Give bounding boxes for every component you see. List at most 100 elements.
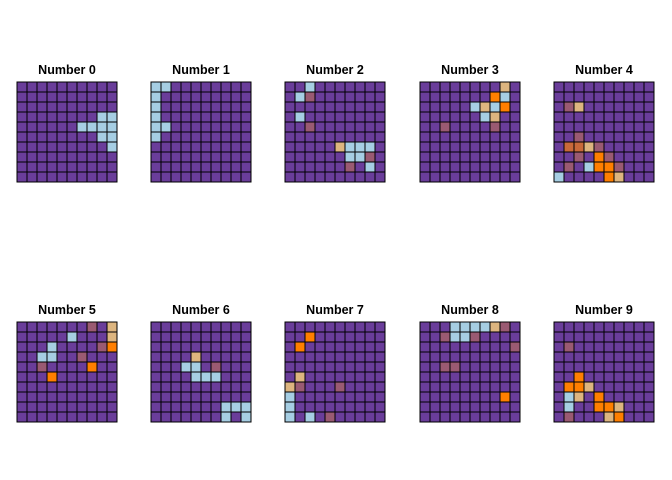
heatmap-cell [304, 411, 316, 423]
heatmap-cell [66, 81, 78, 93]
heatmap-cell [593, 111, 605, 123]
heatmap-cell [583, 371, 595, 383]
heatmap-cell [106, 171, 118, 183]
heatmap-cell [583, 91, 595, 103]
heatmap-cell [36, 351, 48, 363]
heatmap-cell [553, 411, 565, 423]
heatmap-cell [16, 351, 28, 363]
heatmap-cell [230, 371, 242, 383]
heatmap-cell [633, 371, 645, 383]
heatmap-cell [499, 411, 511, 423]
heatmap-cell [489, 321, 501, 333]
heatmap-cell [593, 381, 605, 393]
heatmap-cell [56, 101, 68, 113]
heatmap-cell [96, 371, 108, 383]
heatmap-cell [294, 91, 306, 103]
heatmap-cell [344, 361, 356, 373]
heatmap-cell [26, 81, 38, 93]
heatmap-cell [170, 121, 182, 133]
heatmap-cell [200, 411, 212, 423]
heatmap-cell [324, 401, 336, 413]
heatmap-cell [96, 171, 108, 183]
heatmap-cell [553, 171, 565, 183]
heatmap-cell [489, 171, 501, 183]
heatmap-cell [613, 101, 625, 113]
heatmap-cell [469, 321, 481, 333]
heatmap-cell [354, 141, 366, 153]
heatmap-cell [240, 141, 252, 153]
heatmap-cell [180, 81, 192, 93]
heatmap-cell [459, 141, 471, 153]
heatmap-cell [553, 371, 565, 383]
heatmap-cell [459, 321, 471, 333]
heatmap-cell [170, 81, 182, 93]
heatmap-cell [354, 391, 366, 403]
heatmap-cell [200, 171, 212, 183]
heatmap-cell [583, 411, 595, 423]
heatmap-cell [76, 401, 88, 413]
heatmap-cell [499, 341, 511, 353]
heatmap-cell [354, 361, 366, 373]
heatmap-cell [499, 381, 511, 393]
heatmap-cell [150, 171, 162, 183]
heatmap-cell [449, 101, 461, 113]
heatmap-cell [553, 91, 565, 103]
heatmap-cell [180, 91, 192, 103]
heatmap-cell [180, 321, 192, 333]
heatmap-cell [583, 381, 595, 393]
heatmap-cell [344, 411, 356, 423]
heatmap-cell [499, 391, 511, 403]
heatmap-cell [509, 91, 521, 103]
heatmap-cell [46, 371, 58, 383]
heatmap-cell [573, 121, 585, 133]
heatmap-cell [16, 91, 28, 103]
heatmap-cell [374, 81, 386, 93]
heatmap-cell [76, 411, 88, 423]
heatmap-cell [76, 171, 88, 183]
heatmap-cell [56, 351, 68, 363]
heatmap-cell [354, 101, 366, 113]
heatmap-cell [449, 361, 461, 373]
heatmap-cell [324, 91, 336, 103]
heatmap-cell [170, 381, 182, 393]
heatmap-cell [284, 361, 296, 373]
heatmap-cell [419, 101, 431, 113]
heatmap-cell [26, 111, 38, 123]
heatmap-cell [160, 341, 172, 353]
heatmap-cell [429, 331, 441, 343]
heatmap-cell [220, 401, 232, 413]
heatmap-cell [449, 341, 461, 353]
heatmap-cell [240, 401, 252, 413]
heatmap-cell [643, 401, 655, 413]
heatmap-cell [419, 131, 431, 143]
heatmap-cell [459, 131, 471, 143]
heatmap-cell [439, 161, 451, 173]
panel-frame [419, 81, 521, 183]
heatmap-cell [563, 171, 575, 183]
heatmap-cell [429, 111, 441, 123]
heatmap-cell [593, 321, 605, 333]
heatmap-cell [439, 331, 451, 343]
heatmap-cell [489, 111, 501, 123]
heatmap-cell [46, 361, 58, 373]
heatmap-cell [459, 151, 471, 163]
heatmap-cell [200, 341, 212, 353]
heatmap-cell [449, 381, 461, 393]
heatmap-cell [479, 411, 491, 423]
heatmap-cell [489, 161, 501, 173]
heatmap-cell [583, 401, 595, 413]
heatmap-cell [374, 161, 386, 173]
heatmap-cell [563, 361, 575, 373]
heatmap-cell [46, 131, 58, 143]
heatmap-cell [304, 111, 316, 123]
heatmap-cell [489, 361, 501, 373]
heatmap-cell [36, 111, 48, 123]
heatmap-cell [294, 381, 306, 393]
panel-title: Number 4 [575, 63, 633, 77]
heatmap-cell [26, 381, 38, 393]
heatmap-cell [613, 341, 625, 353]
heatmap-cell [210, 91, 222, 103]
heatmap-cell [563, 101, 575, 113]
heatmap-cell [643, 141, 655, 153]
heatmap-cell [76, 331, 88, 343]
